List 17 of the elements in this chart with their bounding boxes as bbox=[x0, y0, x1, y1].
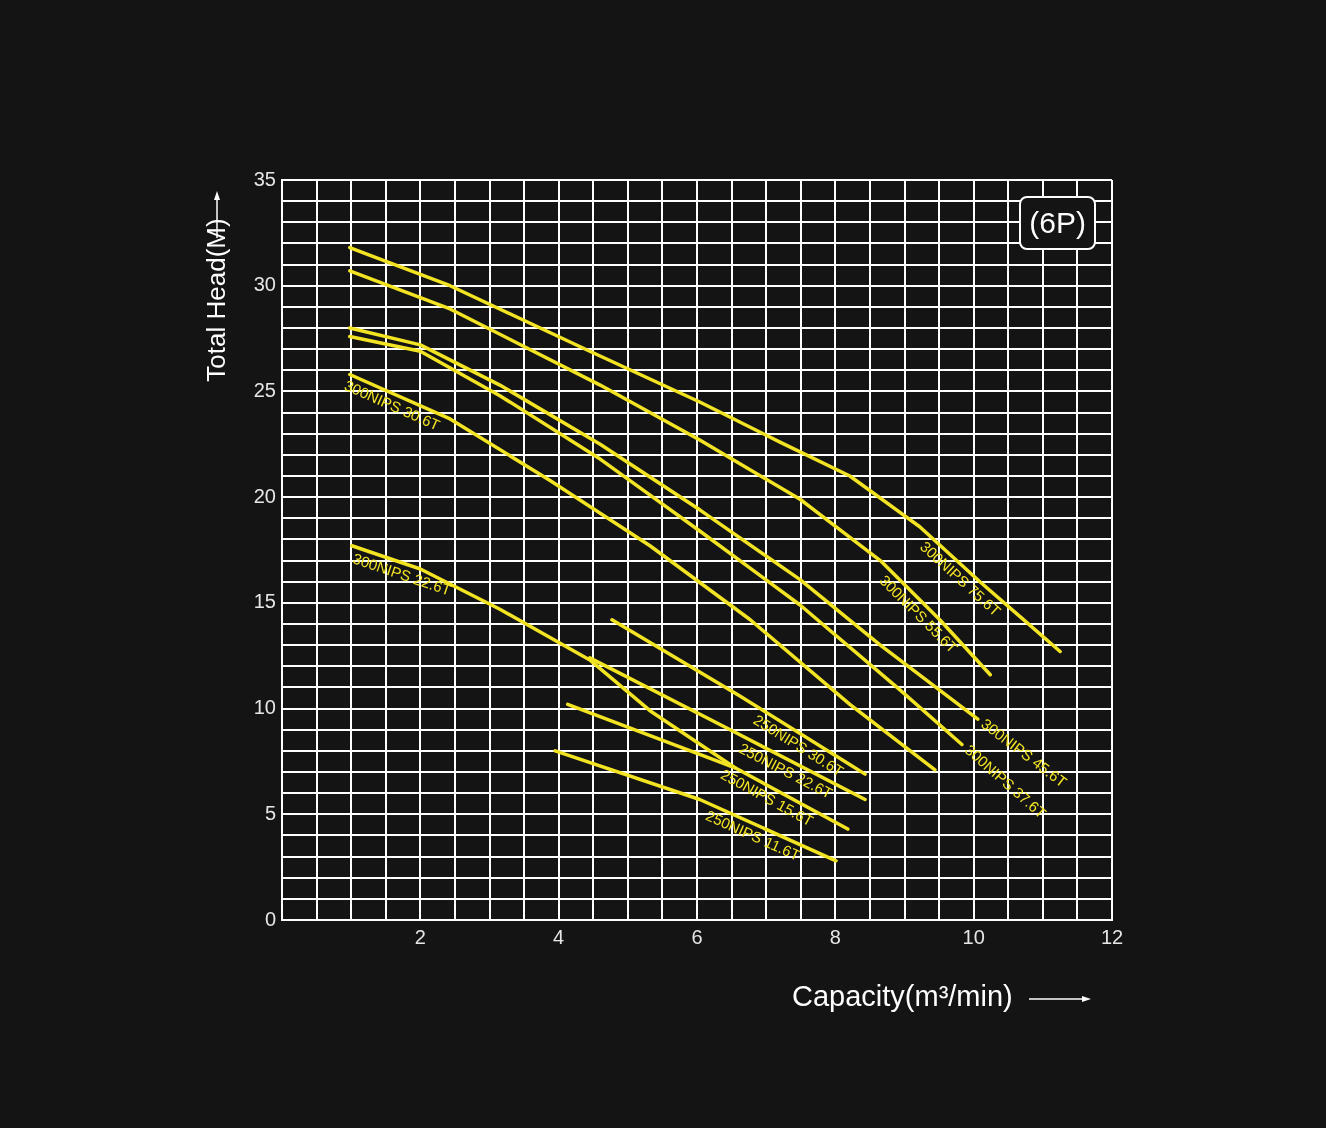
y-tick-label: 15 bbox=[253, 590, 276, 613]
x-tick-label: 2 bbox=[414, 925, 426, 948]
y-axis-title: Total Head(M) bbox=[200, 218, 232, 382]
x-tick-label: 4 bbox=[553, 925, 565, 948]
annotation: (6P) bbox=[1019, 196, 1096, 250]
y-tick-label: 5 bbox=[264, 801, 276, 824]
y-tick-label: 30 bbox=[253, 273, 276, 296]
y-tick-label: 10 bbox=[253, 696, 276, 719]
y-tick-label: 35 bbox=[253, 167, 276, 190]
x-tick-label: 8 bbox=[829, 925, 841, 948]
x-tick-label: 6 bbox=[691, 925, 703, 948]
y-tick-label: 25 bbox=[253, 378, 276, 401]
x-tick-label: 10 bbox=[962, 925, 985, 948]
x-axis-title: Capacity(m³/min) bbox=[792, 980, 1013, 1013]
x-tick-label: 12 bbox=[1100, 925, 1124, 948]
y-tick-label: 20 bbox=[253, 484, 276, 507]
y-tick-label: 0 bbox=[264, 907, 276, 930]
